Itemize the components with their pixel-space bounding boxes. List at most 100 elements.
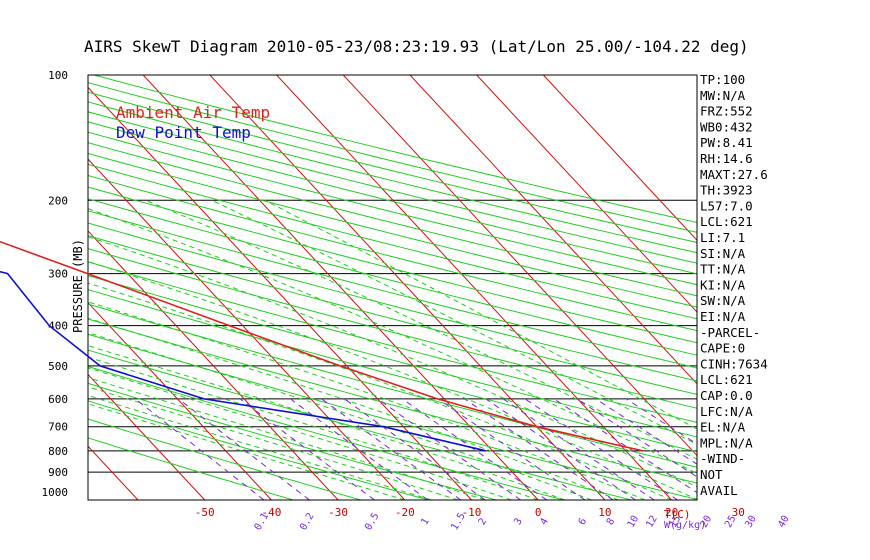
- index-row: TP:100: [700, 72, 745, 87]
- pressure-tick: 100: [48, 69, 68, 82]
- moist-adiabat: [88, 386, 459, 500]
- mixing-ratio-line: [178, 398, 310, 500]
- mixing-ratio-tick: 10: [626, 514, 642, 530]
- index-row: CINH:7634: [700, 356, 768, 371]
- plot-area: [0, 75, 697, 500]
- mixing-ratio-tick: 4: [538, 516, 551, 527]
- mixing-ratio-tick: 1: [419, 516, 432, 527]
- dry-adiabat: [88, 101, 697, 254]
- index-row: KI:N/A: [700, 277, 746, 292]
- dry-adiabat: [88, 400, 429, 500]
- pressure-tick: 600: [48, 393, 68, 406]
- index-row: CAPE:0: [700, 341, 745, 356]
- index-row: LCL:621: [700, 214, 753, 229]
- isotherm-line: [0, 75, 71, 500]
- mixing-ratio-line: [595, 398, 697, 465]
- dry-adiabat: [88, 222, 697, 382]
- index-row: AVAIL: [700, 483, 738, 498]
- mixing-ratio-tick: 0.5: [363, 511, 382, 532]
- dry-adiabat: [88, 418, 362, 500]
- dry-adiabat: [88, 163, 697, 320]
- dry-adiabat: [88, 142, 697, 297]
- moist-adiabat: [88, 332, 592, 500]
- dry-adiabat: [88, 248, 697, 409]
- moist-adiabat: [88, 394, 432, 500]
- moist-adiabat: [88, 356, 539, 500]
- legend-dew-point: Dew Point Temp: [116, 123, 251, 142]
- index-row: LI:7.1: [700, 230, 745, 245]
- mixing-ratio-line: [239, 398, 375, 500]
- pressure-tick: 900: [48, 466, 68, 479]
- mixing-ratio-line: [438, 398, 586, 500]
- moist-adiabat: [264, 199, 697, 430]
- mixing-ratio-line: [377, 398, 521, 500]
- index-row: SW:N/A: [700, 293, 746, 308]
- pressure-tick: 200: [48, 194, 68, 207]
- dry-adiabat: [88, 121, 697, 275]
- index-row: FRZ:552: [700, 104, 753, 119]
- bottom-temperature-tick: -30: [328, 506, 348, 519]
- moist-adiabat: [88, 208, 697, 474]
- isotherm-line: [88, 158, 406, 500]
- temperature-unit-label: T(C): [664, 508, 691, 521]
- index-row: EL:N/A: [700, 420, 746, 435]
- pressure-tick: 800: [48, 445, 68, 458]
- moist-adiabat: [88, 282, 672, 500]
- bottom-temperature-tick: 10: [598, 506, 611, 519]
- index-row: LFC:N/A: [700, 404, 753, 419]
- isotherm-line: [342, 75, 697, 457]
- index-row: PW:8.41: [700, 135, 753, 150]
- dry-adiabat: [88, 275, 697, 438]
- moist-adiabat: [88, 377, 485, 500]
- dry-adiabat: [88, 349, 632, 500]
- dew-point-profile: [0, 270, 486, 452]
- moist-adiabat: [88, 260, 697, 500]
- pressure-tick: 1000: [42, 486, 69, 499]
- y-axis-label: PRESSURE (MB): [71, 239, 85, 333]
- mixing-ratio-tick: 3: [512, 516, 525, 527]
- dry-adiabat: [88, 382, 497, 500]
- plot-frame: [87, 74, 698, 501]
- mixing-ratio-line: [464, 398, 614, 500]
- index-row: EI:N/A: [700, 309, 746, 324]
- air-temperature-profile: [0, 240, 643, 452]
- mixing-ratio-tick: 8: [605, 516, 618, 527]
- dry-adiabat: [88, 303, 697, 468]
- bottom-temperature-tick: -20: [395, 506, 415, 519]
- mixing-ratio-line: [576, 398, 697, 478]
- isotherm-line: [0, 75, 5, 500]
- isotherm-line: [142, 75, 539, 500]
- dry-adiabat: [88, 318, 697, 484]
- mixing-ratio-line: [290, 398, 429, 500]
- mixing-ratio-line: [321, 398, 462, 500]
- dry-adiabat: [88, 210, 697, 369]
- index-row: RH:14.6: [700, 151, 753, 166]
- dry-adiabat: [88, 198, 697, 356]
- mixing-ratio-line: [485, 398, 636, 500]
- index-row: LCL:621: [700, 372, 753, 387]
- bottom-temperature-tick: -50: [195, 506, 215, 519]
- mixing-ratio-tick: 12: [644, 514, 660, 530]
- pressure-tick: 300: [48, 268, 68, 281]
- bottom-temperature-ticks: -50 -40 -30 -20 -10 0 10 20 30: [195, 506, 745, 519]
- legend-air-temp: Ambient Air Temp: [116, 103, 270, 122]
- index-row: -WIND-: [700, 451, 745, 466]
- index-row: MPL:N/A: [700, 435, 753, 450]
- isotherm-line: [542, 75, 697, 242]
- bottom-temperature-tick: 20: [665, 506, 678, 519]
- isotherm-line: [209, 75, 606, 500]
- moist-adiabat: [145, 199, 697, 460]
- mixing-ratio-line: [502, 398, 655, 500]
- mixing-ratio-line: [524, 398, 678, 500]
- moist-adiabat: [88, 317, 619, 500]
- bottom-temperature-tick: -10: [462, 506, 482, 519]
- dry-adiabat: [88, 289, 697, 453]
- pressure-tick: 500: [48, 360, 68, 373]
- index-row: CAP:0.0: [700, 388, 753, 403]
- dry-adiabat: [88, 261, 697, 423]
- index-row: TH:3923: [700, 183, 753, 198]
- isotherm-line: [88, 301, 272, 500]
- index-row: WB0:432: [700, 119, 753, 134]
